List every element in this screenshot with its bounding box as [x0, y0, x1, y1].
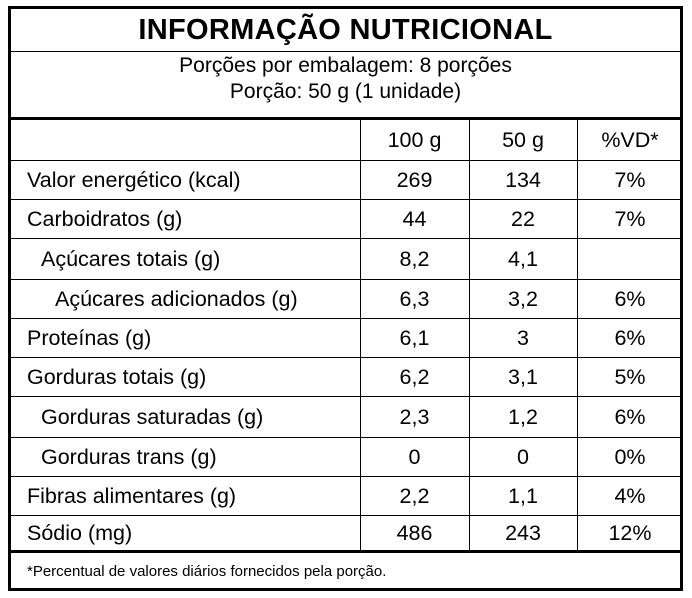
- nutrient-name: Açúcares adicionados (g): [55, 286, 298, 311]
- value-dv: 6%: [614, 404, 646, 429]
- divider: [11, 396, 680, 397]
- value-serving: 3,2: [508, 286, 538, 311]
- value-100g: 6,2: [399, 364, 430, 389]
- value-100g: 0: [408, 444, 421, 469]
- divider: [11, 279, 680, 280]
- table-row: Fibras alimentares (g) 2,2 1,1 4%: [11, 477, 680, 515]
- servings-per-package: Porções por embalagem: 8 porções: [179, 54, 512, 77]
- value-dv: 0%: [614, 444, 646, 469]
- nutrient-name: Carboidratos (g): [27, 206, 183, 231]
- column-header-dv: %VD*: [601, 127, 659, 152]
- divider: [11, 199, 680, 200]
- value-100g: 2,2: [399, 483, 430, 508]
- column-header-100g: 100 g: [387, 127, 442, 152]
- divider: [11, 476, 680, 477]
- table-row: Carboidratos (g) 44 22 7%: [11, 200, 680, 238]
- nutrient-name: Proteínas (g): [27, 325, 152, 350]
- divider: [11, 318, 680, 319]
- column-divider: [360, 120, 361, 551]
- value-100g: 486: [396, 520, 433, 545]
- value-100g: 6,1: [399, 325, 430, 350]
- divider: [11, 117, 680, 120]
- value-serving: 134: [505, 167, 541, 192]
- value-100g: 2,3: [399, 404, 430, 429]
- nutrient-name: Fibras alimentares (g): [27, 483, 237, 508]
- value-serving: 3: [517, 325, 529, 350]
- value-dv: 7%: [614, 167, 646, 192]
- value-serving: 1,1: [508, 483, 538, 508]
- table-row: Gorduras totais (g) 6,2 3,1 5%: [11, 358, 680, 396]
- table-row: Sódio (mg) 486 243 12%: [11, 516, 680, 550]
- value-100g: 44: [402, 206, 427, 231]
- footnote: *Percentual de valores diários fornecido…: [27, 563, 387, 580]
- column-divider: [577, 120, 578, 551]
- value-dv: 5%: [614, 364, 646, 389]
- divider: [11, 160, 680, 161]
- column-header-serving: 50 g: [502, 127, 544, 152]
- value-dv: 12%: [608, 520, 652, 545]
- value-serving: 0: [517, 444, 529, 469]
- table-row: Açúcares totais (g) 8,2 4,1: [11, 239, 680, 279]
- value-serving: 4,1: [508, 246, 538, 271]
- divider: [11, 51, 680, 52]
- value-100g: 269: [396, 167, 433, 192]
- divider: [11, 357, 680, 358]
- value-serving: 243: [505, 520, 541, 545]
- serving-size: Porção: 50 g (1 unidade): [229, 80, 462, 103]
- value-serving: 22: [511, 206, 535, 231]
- nutrient-name: Gorduras totais (g): [27, 364, 207, 389]
- nutrient-name: Açúcares totais (g): [41, 246, 221, 271]
- nutrient-name: Valor energético (kcal): [27, 167, 241, 192]
- table-row: Gorduras trans (g) 0 0 0%: [11, 438, 680, 476]
- divider: [11, 515, 680, 516]
- table-row: Gorduras saturadas (g) 2,3 1,2 6%: [11, 397, 680, 437]
- value-dv: [577, 239, 683, 279]
- value-dv: 7%: [614, 206, 646, 231]
- value-100g: 8,2: [399, 246, 430, 271]
- value-dv: 6%: [614, 286, 646, 311]
- divider: [11, 238, 680, 239]
- value-dv: 6%: [614, 325, 646, 350]
- column-divider: [469, 120, 470, 551]
- nutrient-name: Gorduras saturadas (g): [41, 404, 264, 429]
- table-row: Açúcares adicionados (g) 6,3 3,2 6%: [11, 280, 680, 318]
- value-serving: 1,2: [508, 404, 538, 429]
- divider: [11, 550, 680, 553]
- label-title: INFORMAÇÃO NUTRICIONAL: [138, 14, 553, 46]
- value-dv: 4%: [614, 483, 646, 508]
- table-row: Valor energético (kcal) 269 134 7%: [11, 161, 680, 199]
- nutrient-name: Sódio (mg): [27, 520, 133, 545]
- table-row: Proteínas (g) 6,1 3 6%: [11, 319, 680, 357]
- nutrition-facts-label: INFORMAÇÃO NUTRICIONAL Porções por embal…: [8, 6, 683, 591]
- table-header-row: 100 g 50 g %VD*: [11, 120, 680, 160]
- value-serving: 3,1: [508, 364, 538, 389]
- value-100g: 6,3: [399, 286, 430, 311]
- divider: [11, 437, 680, 438]
- nutrient-name: Gorduras trans (g): [41, 444, 217, 469]
